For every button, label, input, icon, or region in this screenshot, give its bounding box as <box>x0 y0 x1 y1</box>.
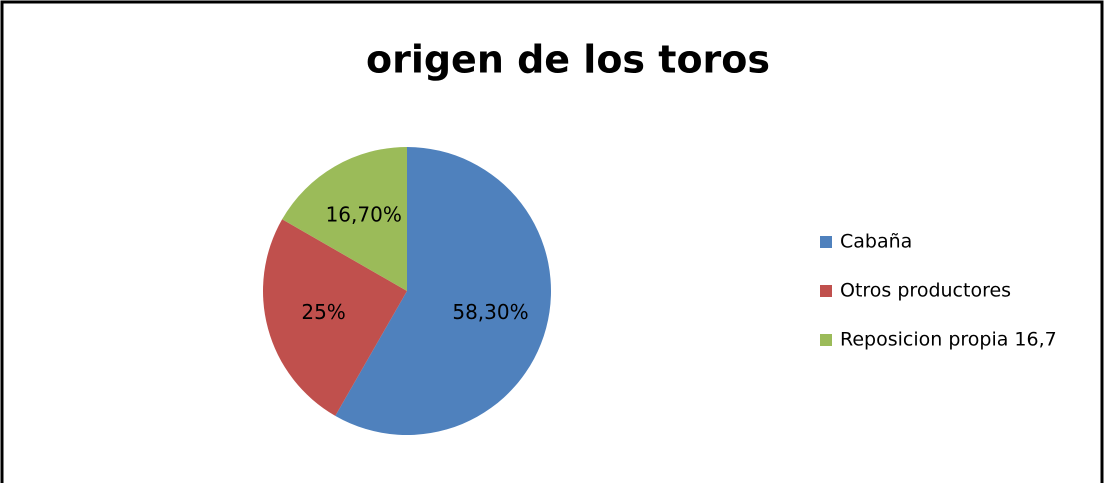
legend-swatch <box>820 236 832 248</box>
pie-slice <box>335 147 551 435</box>
legend-label: Cabaña <box>840 231 912 253</box>
legend-swatch <box>820 334 832 346</box>
chart-title: origen de los toros <box>366 38 770 82</box>
data-label: 25% <box>301 300 345 324</box>
legend-label: Otros productores <box>840 280 1011 302</box>
data-label: 58,30% <box>452 300 528 324</box>
pie-slice <box>282 147 407 291</box>
legend-label: Reposicion propia 16,7 <box>840 329 1057 351</box>
legend-swatch <box>820 285 832 297</box>
data-label: 16,70% <box>326 203 402 227</box>
pie-slice <box>262 219 407 416</box>
